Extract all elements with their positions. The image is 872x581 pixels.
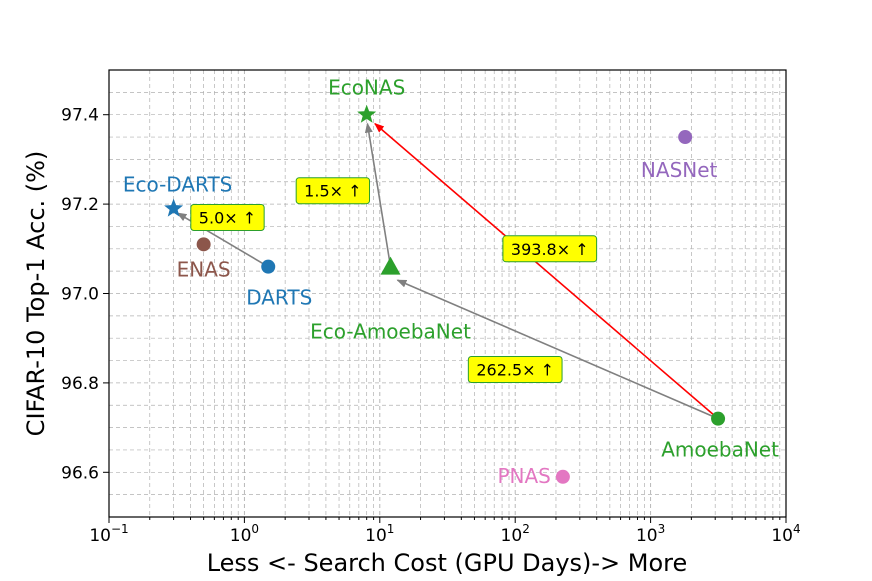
y-axis-title: CIFAR-10 Top-1 Acc. (%) <box>22 151 50 437</box>
y-tick-label: 96.6 <box>61 463 99 483</box>
x-tick-label: 103 <box>636 522 665 546</box>
arrow <box>364 122 392 267</box>
arrow <box>396 279 719 420</box>
plot-frame <box>108 69 787 518</box>
point-nasnet-label: NASNet <box>641 158 718 182</box>
annotation-box <box>502 235 598 263</box>
annotation-box <box>190 204 265 232</box>
point-darts-label: DARTS <box>246 286 312 310</box>
point-amoebanet-circle-marker <box>711 411 726 426</box>
point-eco-darts-label: Eco-DARTS <box>123 173 233 197</box>
y-tick-label: 97.2 <box>61 195 99 215</box>
annotation-label: 393.8× ↑ <box>511 240 589 259</box>
point-eco-amoebanet-triangle-marker <box>380 256 401 275</box>
annotation-label: 5.0× ↑ <box>199 209 256 228</box>
axis-ticks: 96.6 96.8 97.0 97.2 97.4 10−1 100 101 102 103 104 <box>61 106 801 546</box>
arrows <box>176 122 719 420</box>
point-eco-amoebanet-label: Eco-AmoebaNet <box>310 320 471 344</box>
point-nasnet-circle-marker <box>678 130 693 145</box>
annotations: 5.0× ↑ 1.5× ↑ 393.8× ↑ 262.5× ↑ <box>190 177 598 383</box>
y-tick-label: 96.8 <box>61 374 99 394</box>
annotation-box <box>295 177 371 205</box>
x-tick-label: 102 <box>501 522 530 546</box>
y-tick-label: 97.0 <box>61 285 99 305</box>
x-tick-label: 100 <box>230 522 259 546</box>
arrow <box>374 122 719 420</box>
annotation-box <box>467 355 563 383</box>
x-tick-label: 104 <box>771 522 800 546</box>
annotation-label: 1.5× ↑ <box>304 182 361 201</box>
point-darts-circle-marker <box>261 259 276 274</box>
point-econas-label: EcoNAS <box>328 76 405 100</box>
point-enas-label: ENAS <box>177 257 231 281</box>
annotation-label: 262.5× ↑ <box>476 360 554 379</box>
point-pnas-circle-marker <box>555 469 570 484</box>
point-pnas-label: PNAS <box>497 464 550 488</box>
y-tick-label: 97.4 <box>61 106 99 126</box>
x-axis-title: Less <- Search Cost (GPU Days)-> More <box>207 549 688 577</box>
point-amoebanet-label: AmoebaNet <box>661 438 779 462</box>
data-points: EcoNAS Eco-DARTS ENAS DARTS Eco-AmoebaNet NAS… <box>123 76 779 488</box>
x-tick-label: 10−1 <box>89 522 128 546</box>
x-tick-label: 101 <box>365 522 394 546</box>
point-econas-star-marker <box>357 104 377 123</box>
point-eco-darts-star-marker <box>164 198 184 217</box>
point-enas-circle-marker <box>196 237 211 252</box>
